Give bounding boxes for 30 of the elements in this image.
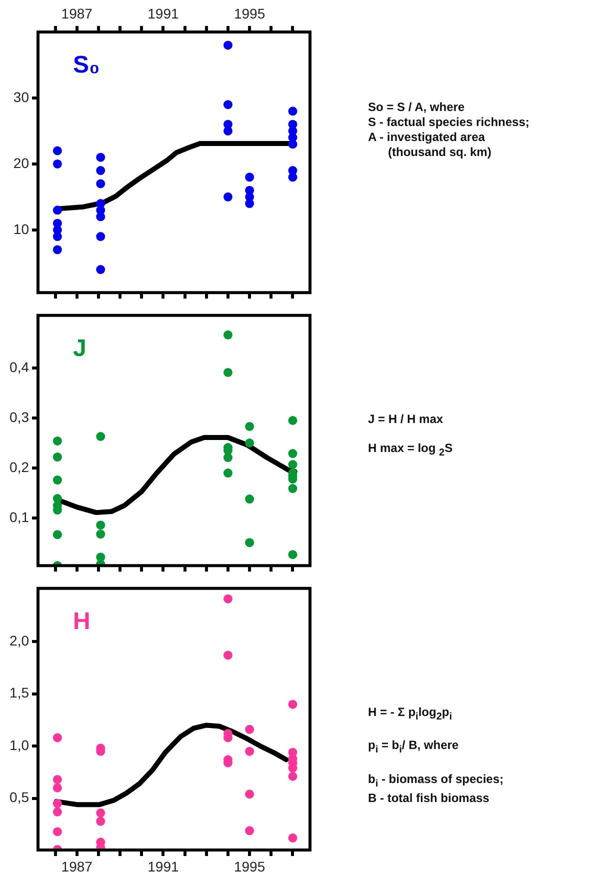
x2-tick-label: 1995 xyxy=(234,5,266,22)
text: So = S / A, where xyxy=(368,100,466,115)
y-tick-label: 1,5 xyxy=(10,684,30,701)
text: B - total fish biomass xyxy=(368,791,490,806)
text: b$_{i}$ - biomass of species; xyxy=(368,772,504,792)
y-tick-label: 0,4 xyxy=(10,358,30,375)
text: J xyxy=(73,335,86,362)
text: (thousand sq. km) xyxy=(387,145,492,160)
x2-tick-label: 1991 xyxy=(148,5,179,22)
x-tick-label: 1991 xyxy=(148,858,179,874)
y-tick-label: 0,2 xyxy=(10,458,30,475)
y-tick-label: 0,1 xyxy=(10,508,30,525)
x-tick-label: 1995 xyxy=(234,858,266,874)
y-tick-label: 0,5 xyxy=(10,789,30,806)
text: A - investigated area xyxy=(368,130,486,145)
text: H = - Σ p$_{i}$log$_{2}$p$_{i}$ xyxy=(368,705,454,724)
text: J = H / H max xyxy=(368,412,444,427)
y-tick-label: 1,0 xyxy=(10,736,30,753)
text: H max = log $_{2}$S xyxy=(368,441,453,460)
text: S₀ xyxy=(73,52,100,79)
text: p$_{i}$ = b$_{i}$/ B, where xyxy=(368,738,460,758)
text: H xyxy=(73,608,90,636)
y-tick-label: 2,0 xyxy=(10,632,30,649)
text: S - factual species richness; xyxy=(368,115,530,130)
y-tick-label: 10 xyxy=(13,220,30,237)
y-tick-label: 30 xyxy=(13,88,30,105)
y-tick-label: 20 xyxy=(13,154,30,171)
x-tick-label: 1987 xyxy=(61,858,93,874)
y-tick-label: 0,3 xyxy=(10,408,30,425)
x2-tick-label: 1987 xyxy=(61,5,93,22)
